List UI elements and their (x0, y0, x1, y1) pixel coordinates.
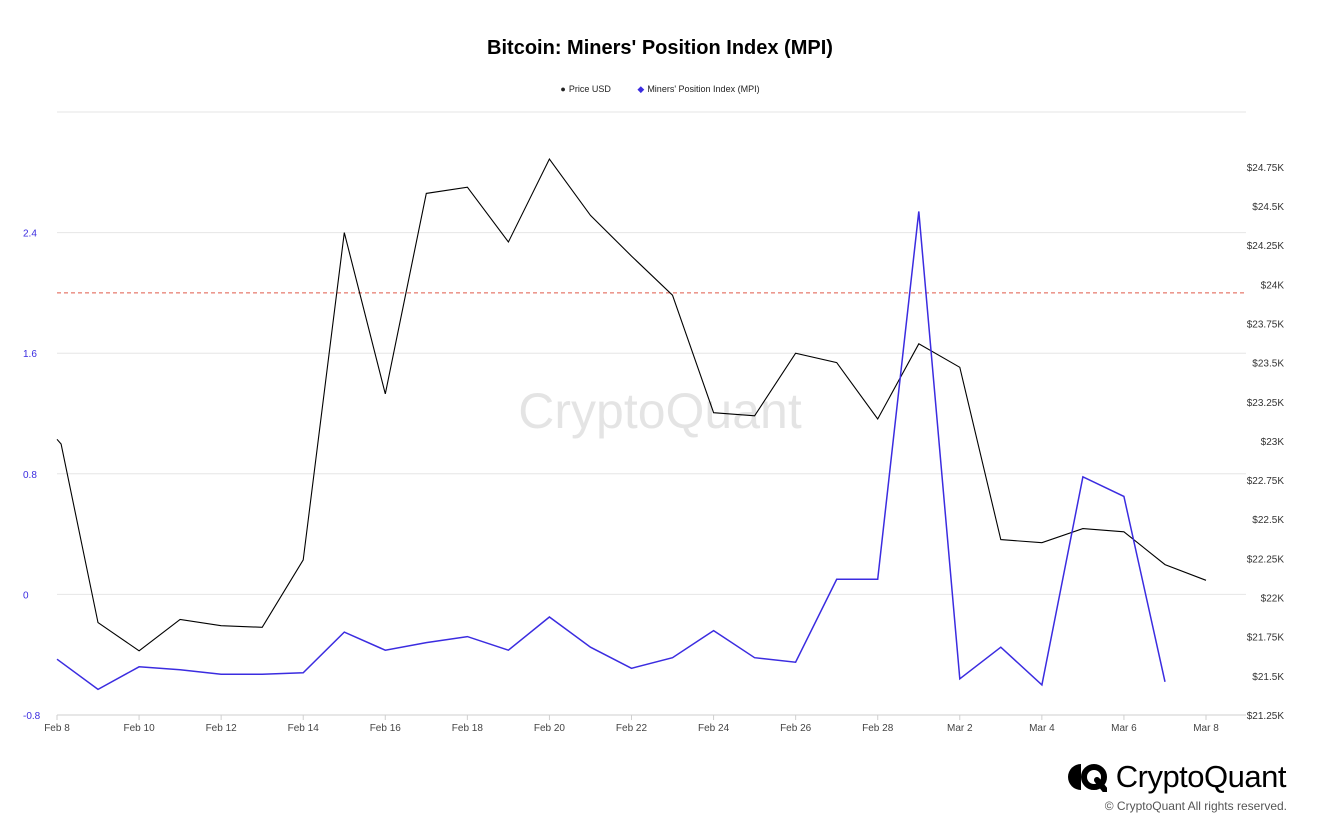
y-right-tick-label: $24K (1261, 280, 1285, 291)
x-tick-label: Mar 8 (1193, 723, 1219, 734)
mpi-line[interactable] (56, 211, 1166, 691)
x-tick-label: Feb 16 (370, 723, 402, 734)
legend-marker-mpi: ◆ (637, 84, 645, 94)
axis-layer: 2.4 1.6 0.8 0 -0.8 $24.75K $24.5K $24.25K $24K $2… (23, 163, 1284, 734)
y-right-tick-label: $22.25K (1247, 554, 1285, 565)
y-right-tick-label: $24.25K (1247, 241, 1285, 252)
brand-logo: CryptoQuant (1067, 757, 1287, 797)
chart-plot: 2.4 1.6 0.8 0 -0.8 $24.75K $24.5K $24.25K $24K $2… (23, 111, 1284, 734)
series-layer (56, 157, 1207, 691)
legend-label-mpi: Miners' Position Index (MPI) (647, 84, 760, 94)
cryptoquant-logo-icon (1067, 764, 1107, 792)
x-tick-label: Feb 22 (616, 723, 648, 734)
chart-legend: ● Price USD ◆ Miners' Position Index (MPI) (0, 84, 1320, 95)
chart-title: Bitcoin: Miners' Position Index (MPI) (487, 37, 833, 59)
x-tick-label: Mar 2 (947, 723, 973, 734)
legend-item-mpi[interactable]: ◆ Miners' Position Index (MPI) (637, 84, 759, 95)
y-right-tick-label: $23.25K (1247, 398, 1285, 409)
x-tick-label: Feb 20 (534, 723, 566, 734)
y-left-tick-label: 2.4 (23, 229, 37, 240)
legend-label-price: Price USD (568, 84, 611, 94)
legend-item-price[interactable]: ● Price USD (560, 84, 610, 94)
y-right-tick-label: $21.25K (1247, 711, 1285, 722)
x-tick-label: Feb 8 (44, 723, 70, 734)
y-right-tick-label: $22K (1261, 594, 1285, 605)
x-tick-label: Feb 24 (698, 723, 730, 734)
x-tick-label: Mar 6 (1111, 723, 1137, 734)
y-right-tick-label: $22.75K (1247, 476, 1285, 487)
y-right-tick-label: $23.5K (1252, 359, 1284, 370)
y-right-tick-label: $23.75K (1247, 319, 1285, 330)
watermark: CryptoQuant (518, 383, 802, 439)
brand-name: CryptoQuant (1115, 759, 1287, 794)
y-right-tick-label: $21.75K (1247, 633, 1285, 644)
x-tick-label: Feb 28 (862, 723, 894, 734)
legend-marker-price: ● (560, 84, 566, 94)
y-right-tick-label: $21.5K (1252, 672, 1284, 683)
y-left-tick-label: 0.8 (23, 470, 37, 481)
grid-layer (57, 111, 1246, 716)
y-right-tick-label: $23K (1261, 437, 1285, 448)
x-tick-label: Mar 4 (1029, 723, 1055, 734)
x-tick-label: Feb 14 (288, 723, 320, 734)
y-right-tick-label: $24.5K (1252, 202, 1284, 213)
x-tick-label: Feb 26 (780, 723, 812, 734)
y-left-tick-label: -0.8 (23, 711, 41, 722)
y-right-tick-label: $22.5K (1252, 515, 1284, 526)
y-left-tick-label: 0 (23, 590, 29, 601)
y-left-tick-label: 1.6 (23, 349, 37, 360)
x-tick-label: Feb 12 (206, 723, 238, 734)
copyright-text: © CryptoQuant All rights reserved. (1104, 799, 1287, 813)
x-tick-label: Feb 18 (452, 723, 484, 734)
y-right-tick-label: $24.75K (1247, 163, 1285, 174)
x-tick-label: Feb 10 (124, 723, 156, 734)
price-usd-line[interactable] (56, 157, 1207, 652)
